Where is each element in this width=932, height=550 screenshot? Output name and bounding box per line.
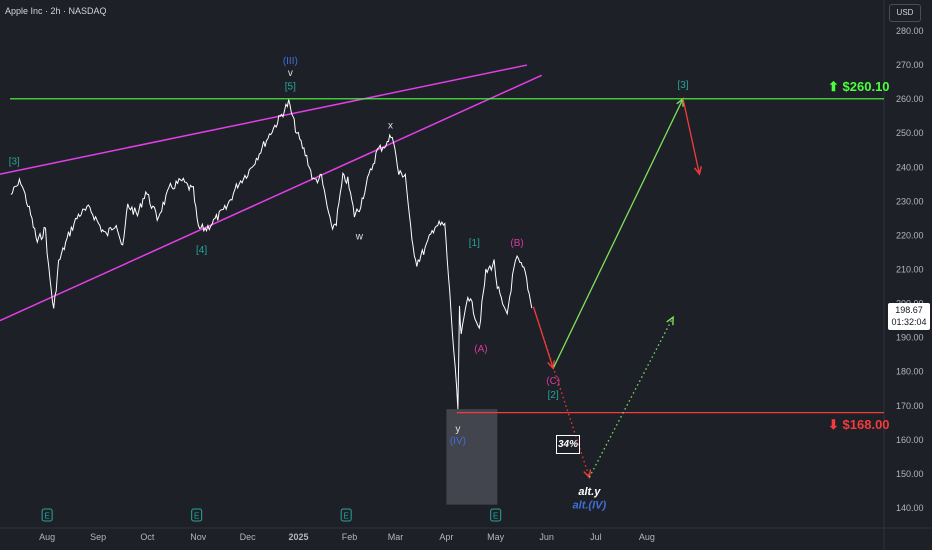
upper-target-value: $260.10 (842, 79, 890, 94)
price-countdown: 01:32:04 (891, 317, 927, 327)
earnings-icon-glyph: E (194, 512, 199, 521)
wave-label: [2] (548, 390, 559, 401)
y-tick-label: 150.00 (896, 469, 924, 479)
wave-label: [5] (285, 82, 296, 93)
last-price-value: 198.67 (895, 305, 923, 315)
earnings-icon (191, 508, 203, 522)
wave-label: (IV) (450, 436, 466, 447)
wave-label: v (288, 68, 293, 79)
projection-path-bull (552, 98, 684, 369)
y-tick-label: 140.00 (896, 503, 924, 513)
projection-arrowhead (693, 166, 702, 176)
wave-label: [3] (9, 156, 20, 167)
earnings-icon (41, 508, 53, 522)
arrow-up-icon: ⬆ (828, 79, 839, 94)
earnings-icon-glyph: E (344, 512, 349, 521)
earnings-icon-glyph: E (493, 512, 498, 521)
earnings-icon-glyph: E (44, 512, 49, 521)
upper-target-label: ⬆ $260.10 (828, 79, 890, 95)
currency-selector[interactable]: USD (889, 4, 921, 22)
y-tick-label: 220.00 (896, 230, 924, 240)
earnings-icon (490, 508, 502, 522)
projection-path-bear (682, 98, 701, 175)
price-series-line (10, 99, 533, 410)
wave-label: [4] (196, 245, 207, 256)
y-tick-label: 260.00 (896, 94, 924, 104)
x-tick-label: Aug (39, 532, 55, 542)
x-tick-label: Apr (439, 532, 453, 542)
x-tick-label: May (487, 532, 505, 542)
wave-label: (A) (474, 344, 487, 355)
projection-path-bull (588, 316, 674, 478)
x-tick-label: Mar (388, 532, 404, 542)
chart-title: Apple Inc · 2h · NASDAQ (5, 6, 107, 16)
y-tick-label: 240.00 (896, 162, 924, 172)
wave-label: (B) (510, 238, 523, 249)
wave-label: [3] (677, 80, 688, 91)
x-tick-label: Sep (90, 532, 106, 542)
y-tick-label: 210.00 (896, 265, 924, 275)
wave-iv-zone-box (446, 409, 498, 505)
x-tick-label: 2025 (289, 532, 309, 542)
y-tick-label: 180.00 (896, 367, 924, 377)
probability-badge: 34% (556, 435, 580, 454)
x-tick-label: Dec (240, 532, 257, 542)
y-tick-label: 160.00 (896, 435, 924, 445)
lower-target-label: ⬇ $168.00 (828, 417, 890, 433)
x-tick-label: Feb (342, 532, 358, 542)
wedge-trendline (0, 74, 543, 322)
wave-label: y (455, 424, 460, 435)
x-tick-label: Aug (639, 532, 655, 542)
x-tick-label: Nov (190, 532, 207, 542)
y-tick-label: 190.00 (896, 333, 924, 343)
wave-label: [1] (469, 238, 480, 249)
wedge-trendline (0, 64, 528, 175)
lower-target-value: $168.00 (842, 417, 890, 432)
projection-arrowhead (583, 469, 592, 479)
y-tick-label: 250.00 (896, 128, 924, 138)
wave-label: x (388, 121, 393, 132)
projection-arrowhead (676, 97, 684, 107)
wave-label: (III) (283, 56, 298, 67)
x-tick-label: Jun (539, 532, 554, 542)
wave-label: alt.(IV) (573, 500, 607, 512)
wave-label: (C) (546, 376, 560, 387)
x-tick-label: Jul (590, 532, 602, 542)
y-tick-label: 230.00 (896, 196, 924, 206)
y-tick-label: 280.00 (896, 26, 924, 36)
x-tick-label: Oct (140, 532, 155, 542)
projection-arrowhead (666, 315, 674, 326)
wave-label: alt.y (578, 486, 601, 498)
last-price-box: 198.67 01:32:04 (888, 303, 930, 330)
wave-label: w (355, 231, 364, 242)
projection-path-bear (532, 306, 590, 478)
earnings-icon (340, 508, 352, 522)
arrow-down-icon: ⬇ (828, 417, 839, 432)
y-tick-label: 170.00 (896, 401, 924, 411)
y-tick-label: 270.00 (896, 60, 924, 70)
